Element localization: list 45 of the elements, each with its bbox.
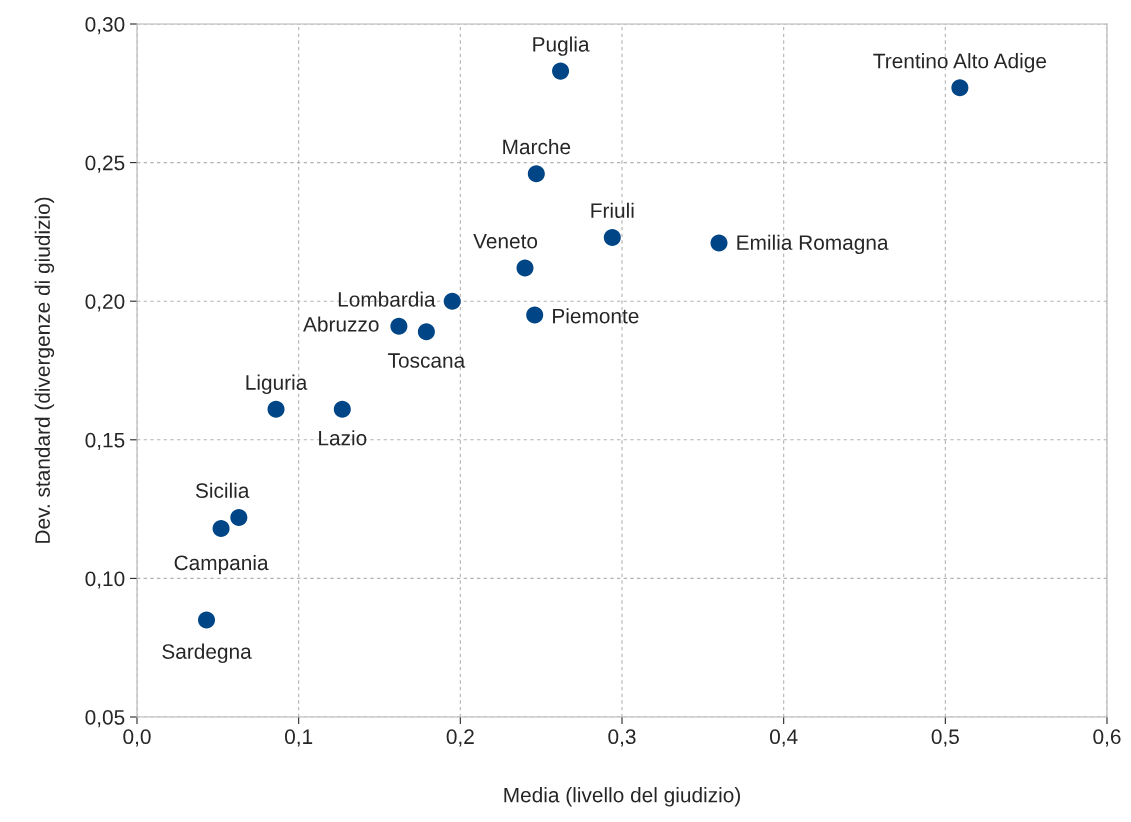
y-tick-label: 0,10 xyxy=(85,571,125,589)
data-label: Trentino Alto Adige xyxy=(873,53,1047,73)
point xyxy=(333,400,351,418)
point xyxy=(603,228,621,246)
y-tick-label: 0,25 xyxy=(85,155,125,173)
point xyxy=(552,62,570,80)
x-tick-label: 0,6 xyxy=(1093,729,1121,747)
y-tick-label: 0,20 xyxy=(85,294,125,312)
x-axis-title: Media (livello del giudizio) xyxy=(504,787,740,807)
data-label: Veneto xyxy=(473,233,538,249)
y-tick-label: 0,30 xyxy=(85,17,125,35)
data-label: Abruzzo xyxy=(303,316,379,332)
y-tick-label: 0,05 xyxy=(85,710,125,728)
data-label: Lombardia xyxy=(338,291,436,307)
point xyxy=(443,292,461,310)
y-tick-label: 0,15 xyxy=(85,432,125,451)
x-tick-label: 0,3 xyxy=(608,729,636,747)
data-label: Piemonte xyxy=(553,308,639,324)
point xyxy=(417,323,435,341)
x-tick-label: 0,4 xyxy=(770,729,798,747)
point xyxy=(516,259,534,277)
point xyxy=(951,79,969,97)
data-label: Toscana xyxy=(388,353,466,368)
data-label: Emilia Romagna xyxy=(737,234,889,255)
data-label: Friuli xyxy=(591,202,634,219)
x-tick-label: 0,1 xyxy=(285,729,313,747)
data-label: Puglia xyxy=(533,36,590,56)
x-tick-label: 0,5 xyxy=(931,729,959,747)
point xyxy=(267,400,285,418)
point xyxy=(390,317,408,335)
point xyxy=(526,306,544,324)
point xyxy=(527,165,545,183)
point xyxy=(212,520,230,538)
x-tick-label: 0,2 xyxy=(446,729,474,747)
data-label: Lazio xyxy=(319,430,367,446)
point xyxy=(198,611,216,629)
y-axis-title: Dev. standard (divergenze di giudizio) xyxy=(34,197,55,543)
point xyxy=(710,234,728,252)
data-label: Sicilia xyxy=(195,482,250,499)
data-label: Sardegna xyxy=(162,643,252,664)
point xyxy=(230,508,248,526)
data-label: Liguria xyxy=(246,374,308,395)
data-label: Campania xyxy=(174,554,269,575)
data-label: Marche xyxy=(503,138,571,155)
x-tick-label: 0,0 xyxy=(123,729,151,747)
